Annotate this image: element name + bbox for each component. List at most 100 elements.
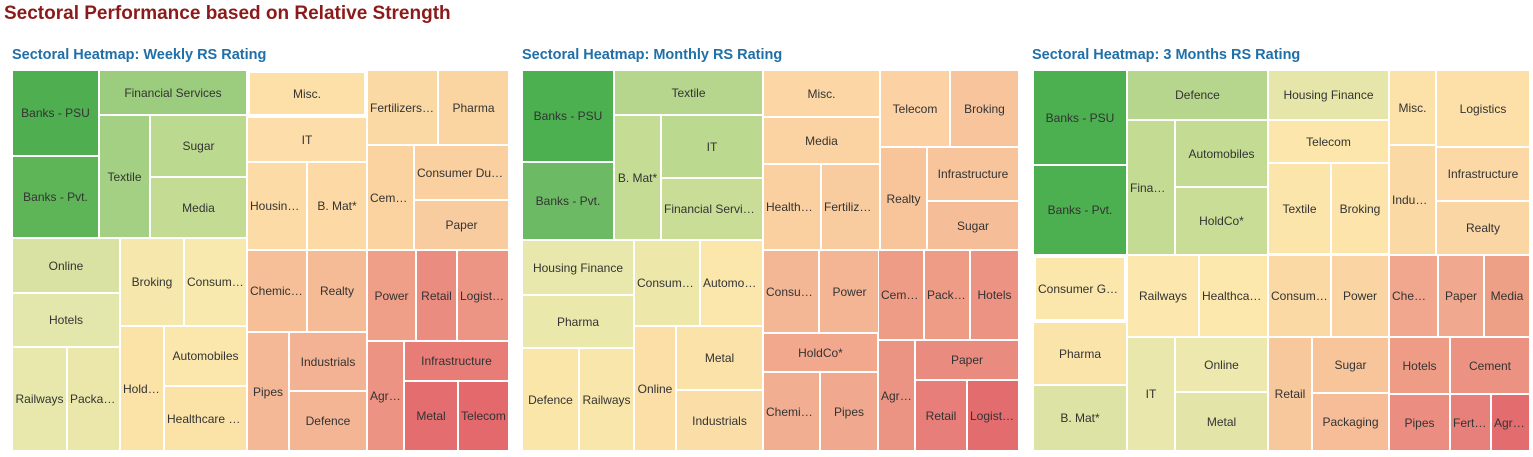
weekly-sector-agric[interactable]: Agric… [367,341,404,451]
monthly-sector-banks-pvt[interactable]: Banks - Pvt. [522,162,614,240]
monthly-sector-consume[interactable]: Consume… [634,240,700,326]
three-month-sector-telecom[interactable]: Telecom [1268,120,1389,163]
weekly-sector-it[interactable]: IT [247,117,367,162]
weekly-sector-fertilizers[interactable]: Fertilizers &… [367,70,438,145]
three-month-sector-hotels[interactable]: Hotels [1389,337,1450,394]
three-month-sector-healthcar[interactable]: Healthcar… [1199,255,1268,337]
monthly-sector-agric[interactable]: Agric… [878,340,915,451]
weekly-sector-power[interactable]: Power [367,250,416,341]
monthly-sector-realty[interactable]: Realty [880,147,927,250]
three-month-sector-defence[interactable]: Defence [1127,70,1268,120]
three-month-sector-banks-pvt[interactable]: Banks - Pvt. [1033,165,1127,255]
monthly-sector-fertilizer[interactable]: Fertilizer… [821,164,880,250]
weekly-sector-industrials[interactable]: Industrials [289,332,367,391]
weekly-sector-online[interactable]: Online [12,238,120,293]
monthly-sector-retail[interactable]: Retail [915,380,967,451]
weekly-sector-automobiles[interactable]: Automobiles [164,326,247,386]
monthly-sector-sugar[interactable]: Sugar [927,201,1019,250]
three-month-sector-financi[interactable]: Financi… [1127,120,1175,255]
weekly-sector-consumer-durab[interactable]: Consumer Durab… [414,145,509,200]
three-month-sector-fertili[interactable]: Fertili… [1450,394,1491,451]
weekly-sector-cement[interactable]: Cement [367,145,414,250]
weekly-sector-healthcare-del[interactable]: Healthcare Del… [164,386,247,451]
three-month-sector-housing-finance[interactable]: Housing Finance [1268,70,1389,120]
three-month-sector-power[interactable]: Power [1331,255,1389,337]
monthly-sector-automob[interactable]: Automob… [700,240,763,326]
weekly-sector-realty[interactable]: Realty [307,250,367,332]
three-month-sector-consumer-goods[interactable]: Consumer Goods [1033,255,1127,322]
weekly-sector-consumer[interactable]: Consumer… [184,238,247,326]
three-month-sector-pipes[interactable]: Pipes [1389,394,1450,451]
monthly-sector-misc[interactable]: Misc. [763,70,880,117]
monthly-sector-metal[interactable]: Metal [676,326,763,390]
weekly-sector-media[interactable]: Media [150,177,247,238]
monthly-sector-online[interactable]: Online [634,326,676,451]
weekly-sector-b-mat[interactable]: B. Mat* [307,162,367,250]
monthly-sector-telecom[interactable]: Telecom [880,70,950,147]
three-month-sector-realty[interactable]: Realty [1436,201,1530,255]
weekly-sector-pipes[interactable]: Pipes [247,332,289,451]
weekly-sector-hotels[interactable]: Hotels [12,293,120,347]
monthly-sector-power[interactable]: Power [819,250,880,333]
monthly-sector-hotels[interactable]: Hotels [970,250,1019,340]
three-month-sector-misc[interactable]: Misc. [1389,70,1436,145]
three-month-sector-consumer[interactable]: Consumer… [1268,255,1331,337]
weekly-sector-banks-psu[interactable]: Banks - PSU [12,70,99,156]
three-month-sector-holdco[interactable]: HoldCo* [1175,187,1268,255]
monthly-sector-holdco[interactable]: HoldCo* [763,333,878,372]
three-month-sector-b-mat[interactable]: B. Mat* [1033,385,1127,451]
three-month-sector-broking[interactable]: Broking [1331,163,1389,254]
monthly-sector-packag[interactable]: Packag… [924,250,970,340]
monthly-sector-it[interactable]: IT [661,115,763,178]
weekly-sector-infrastructure[interactable]: Infrastructure [404,341,509,381]
monthly-sector-broking[interactable]: Broking [950,70,1019,147]
monthly-sector-railways[interactable]: Railways [579,348,634,451]
three-month-sector-automobiles[interactable]: Automobiles [1175,120,1268,187]
monthly-sector-media[interactable]: Media [763,117,880,164]
weekly-sector-holdc[interactable]: HoldC… [120,326,164,451]
monthly-sector-paper[interactable]: Paper [915,340,1019,380]
monthly-sector-industrials[interactable]: Industrials [676,390,763,451]
weekly-sector-housing-f[interactable]: Housing F… [247,162,307,250]
weekly-sector-paper[interactable]: Paper [414,200,509,250]
weekly-sector-sugar[interactable]: Sugar [150,115,247,177]
weekly-sector-pharma[interactable]: Pharma [438,70,509,145]
weekly-sector-metal[interactable]: Metal [404,381,458,451]
monthly-sector-b-mat[interactable]: B. Mat* [614,115,661,240]
three-month-sector-packaging[interactable]: Packaging [1312,393,1389,451]
three-month-sector-logistics[interactable]: Logistics [1436,70,1530,147]
three-month-sector-online[interactable]: Online [1175,337,1268,392]
weekly-sector-financial-services[interactable]: Financial Services [99,70,247,115]
three-month-sector-retail[interactable]: Retail [1268,337,1312,451]
weekly-sector-retail[interactable]: Retail [416,250,457,341]
weekly-sector-banks-pvt[interactable]: Banks - Pvt. [12,156,99,238]
monthly-sector-healthcar[interactable]: Healthcar… [763,164,821,250]
monthly-sector-housing-finance[interactable]: Housing Finance [522,240,634,295]
weekly-sector-chemicals[interactable]: Chemicals [247,250,307,332]
monthly-sector-infrastructure[interactable]: Infrastructure [927,147,1019,201]
three-month-sector-infrastructure[interactable]: Infrastructure [1436,147,1530,201]
three-month-sector-chemic[interactable]: Chemic… [1389,255,1438,337]
weekly-sector-packagi[interactable]: Packagi… [67,347,120,451]
monthly-sector-logistics[interactable]: Logistics [967,380,1019,451]
weekly-sector-logisti[interactable]: Logisti… [457,250,509,341]
monthly-sector-textile[interactable]: Textile [614,70,763,115]
three-month-sector-pharma[interactable]: Pharma [1033,322,1127,385]
three-month-sector-media[interactable]: Media [1484,255,1530,337]
weekly-sector-telecom[interactable]: Telecom [458,381,509,451]
weekly-sector-railways[interactable]: Railways [12,347,67,451]
three-month-sector-banks-psu[interactable]: Banks - PSU [1033,70,1127,165]
monthly-sector-pharma[interactable]: Pharma [522,295,634,348]
three-month-sector-industri[interactable]: Industri… [1389,145,1436,255]
monthly-sector-banks-psu[interactable]: Banks - PSU [522,70,614,162]
monthly-sector-pipes[interactable]: Pipes [820,372,878,451]
monthly-sector-cement[interactable]: Cement [878,250,924,340]
three-month-sector-paper[interactable]: Paper [1438,255,1484,337]
weekly-sector-misc[interactable]: Misc. [247,70,367,117]
three-month-sector-railways[interactable]: Railways [1127,255,1199,337]
three-month-sector-cement[interactable]: Cement [1450,337,1530,394]
three-month-sector-it[interactable]: IT [1127,337,1175,451]
monthly-sector-chemicals[interactable]: Chemicals [763,372,820,451]
three-month-sector-textile[interactable]: Textile [1268,163,1331,254]
three-month-sector-metal[interactable]: Metal [1175,392,1268,451]
